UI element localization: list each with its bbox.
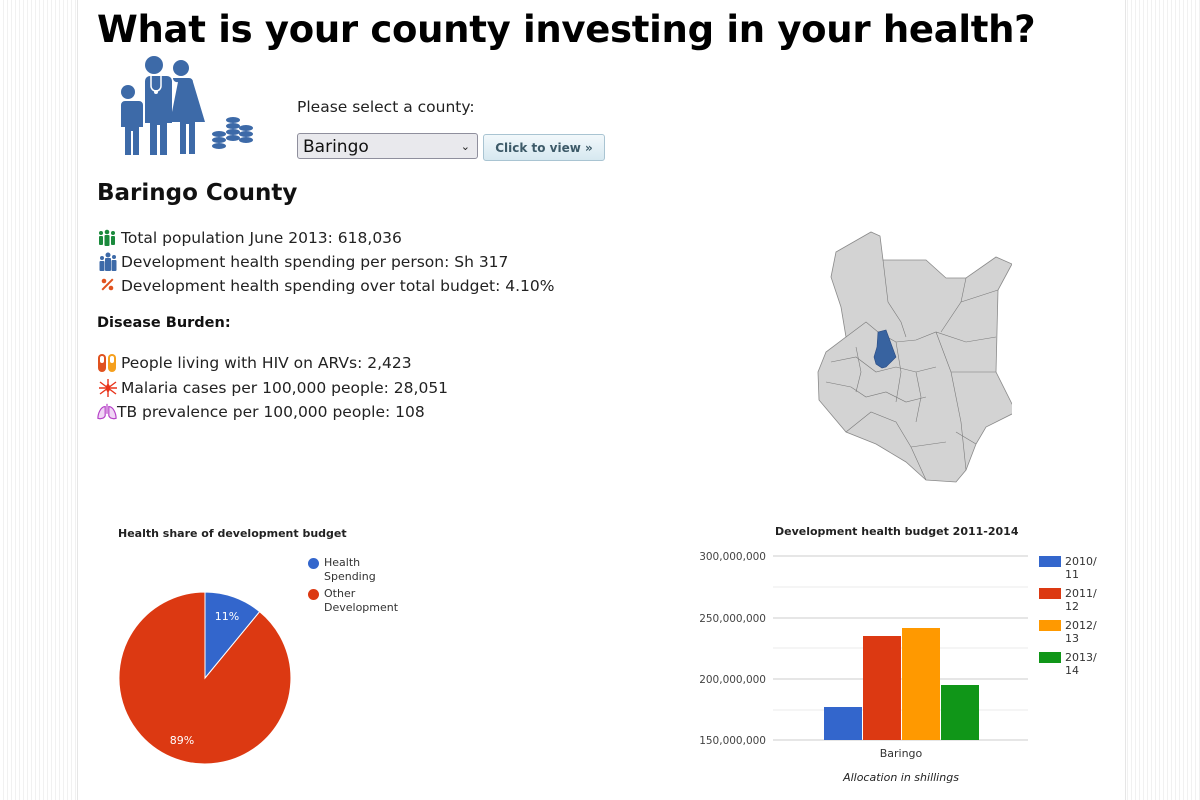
county-name-heading: Baringo County: [97, 180, 298, 206]
legend-label: 2012/: [1065, 619, 1097, 632]
stat-malaria: Malaria cases per 100,000 people: 28,051: [97, 377, 448, 399]
legend-label: 2013/: [1065, 651, 1097, 664]
y-tick: 150,000,000: [699, 735, 766, 747]
x-category-label: Baringo: [880, 747, 923, 760]
bar-chart: 300,000,000 250,000,000 200,000,000 150,…: [699, 551, 1028, 784]
bar-chart-title: Development health budget 2011-2014: [775, 525, 1019, 538]
click-to-view-button[interactable]: Click to view »: [483, 134, 605, 161]
legend-swatch-icon: [1039, 652, 1061, 663]
bar-2013-14[interactable]: [941, 685, 979, 740]
legend-label: 13: [1065, 632, 1079, 645]
pie-chart: 11% 89%: [118, 591, 292, 765]
legend-label: 14: [1065, 664, 1079, 677]
chevron-down-icon: ⌄: [460, 140, 470, 153]
legend-label: 12: [1065, 600, 1079, 613]
stat-spending-per-person-text: Development health spending per person: …: [121, 253, 509, 271]
bar-legend-item-2011-12[interactable]: 2011/12: [1039, 587, 1097, 619]
legend-label: Other: [324, 587, 356, 600]
pie-legend: Health Spending Other Development: [308, 556, 404, 618]
bar-legend-item-2010-11[interactable]: 2010/11: [1039, 555, 1097, 587]
y-tick: 250,000,000: [699, 613, 766, 625]
disease-burden-title: Disease Burden:: [97, 315, 231, 331]
x-axis-title: Allocation in shillings: [842, 771, 959, 784]
stat-hiv: People living with HIV on ARVs: 2,423: [97, 352, 412, 374]
legend-dot-icon: [308, 589, 319, 600]
population-icon: [99, 229, 115, 246]
stat-spending-share: Development health spending over total b…: [97, 275, 554, 297]
bar-2010-11[interactable]: [824, 707, 862, 740]
mosquito-icon: [99, 379, 117, 397]
page-content: What is your county investing in your he…: [77, 0, 1126, 800]
legend-label: 11: [1065, 568, 1079, 581]
legend-label: Development: [324, 601, 399, 614]
county-select[interactable]: Baringo ⌄: [297, 133, 478, 159]
stat-spending-per-person: Development health spending per person: …: [97, 251, 508, 273]
legend-label: Health: [324, 556, 361, 569]
percent-icon: [101, 278, 114, 291]
lungs-icon: [97, 403, 117, 420]
stat-hiv-text: People living with HIV on ARVs: 2,423: [121, 354, 412, 372]
pie-legend-item-other[interactable]: Other Development: [308, 587, 404, 615]
stat-spending-share-text: Development health spending over total b…: [121, 277, 555, 295]
bar-legend-item-2012-13[interactable]: 2012/13: [1039, 619, 1097, 651]
y-tick: 200,000,000: [699, 674, 766, 686]
bar-2012-13[interactable]: [902, 628, 940, 740]
pie-chart-title: Health share of development budget: [118, 527, 347, 540]
pie-slice-health-spending[interactable]: [204, 591, 261, 680]
stat-tb: TB prevalence per 100,000 people: 108: [97, 401, 425, 423]
legend-swatch-icon: [1039, 620, 1061, 631]
stat-population: Total population June 2013: 618,036: [97, 227, 402, 249]
pie-legend-item-health[interactable]: Health Spending: [308, 556, 404, 584]
county-select-label: Please select a county:: [297, 98, 475, 116]
family-doctor-coins-icon: [117, 56, 253, 155]
map-county-baringo[interactable]: [873, 329, 897, 369]
y-tick: 300,000,000: [699, 551, 766, 563]
stat-tb-text: TB prevalence per 100,000 people: 108: [117, 403, 425, 421]
legend-dot-icon: [308, 558, 319, 569]
map-kenya-outline: [817, 231, 1012, 483]
bar-legend: 2010/11 2011/12 2012/13 2013/14: [1039, 555, 1097, 683]
county-select-value: Baringo: [303, 136, 369, 157]
bar-2011-12[interactable]: [863, 636, 901, 740]
pills-icon: [98, 354, 116, 372]
page-title: What is your county investing in your he…: [97, 8, 1036, 51]
legend-label: 2011/: [1065, 587, 1097, 600]
stat-malaria-text: Malaria cases per 100,000 people: 28,051: [121, 379, 449, 397]
people-icon: [99, 252, 117, 271]
pie-label-health: 11%: [215, 610, 239, 623]
legend-swatch-icon: [1039, 556, 1061, 567]
legend-swatch-icon: [1039, 588, 1061, 599]
legend-label: 2010/: [1065, 555, 1097, 568]
kenya-county-map[interactable]: [816, 222, 1012, 484]
legend-label: Spending: [324, 570, 376, 583]
bar-legend-item-2013-14[interactable]: 2013/14: [1039, 651, 1097, 683]
pie-label-other: 89%: [170, 734, 194, 747]
stat-population-text: Total population June 2013: 618,036: [121, 229, 402, 247]
